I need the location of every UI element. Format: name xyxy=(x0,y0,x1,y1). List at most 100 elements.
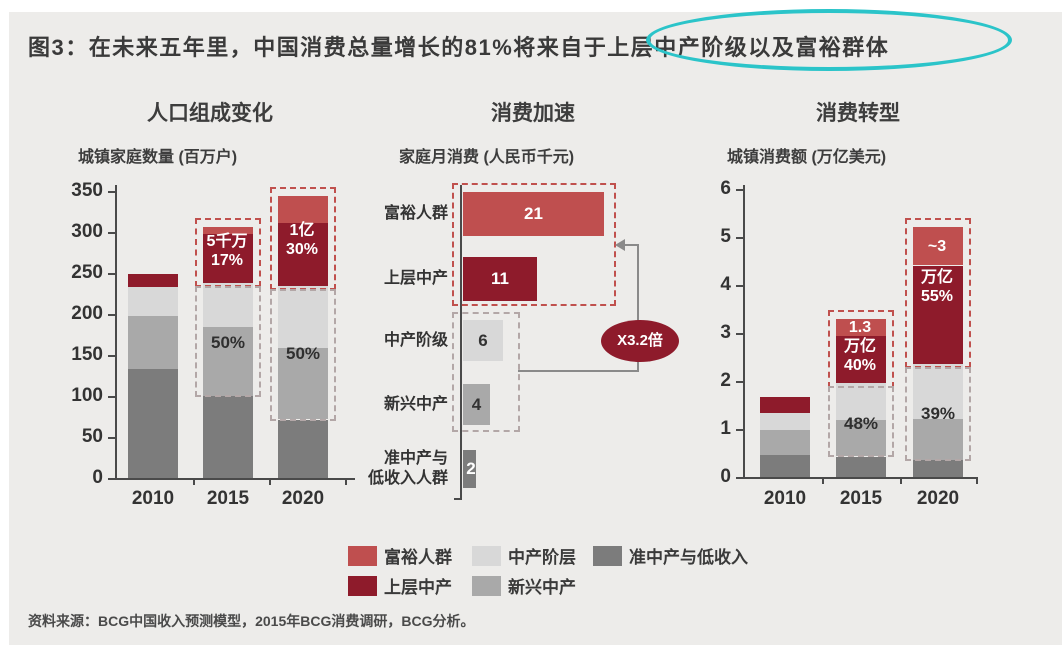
y-tick-mark xyxy=(736,285,743,287)
bar-segment-upper-middle xyxy=(913,266,963,364)
bar-value-label: 4 xyxy=(471,395,482,414)
y-tick-mark xyxy=(736,189,743,191)
bar-growth-label: 万亿 40% xyxy=(843,338,877,374)
highlight-box-middle xyxy=(905,367,971,461)
consumption-acceleration-title: 消费加速 xyxy=(491,102,575,125)
y-tick-mark xyxy=(108,355,115,357)
x-category-label: 2010 xyxy=(131,488,175,509)
bar-segment-aspirant-low xyxy=(913,460,963,477)
y-tick-label: 300 xyxy=(71,221,103,242)
legend-label: 上层中产 xyxy=(384,578,452,597)
bar-value-label: 21 xyxy=(524,204,543,223)
x-tick-mark xyxy=(193,478,195,485)
y-tick-mark xyxy=(736,429,743,431)
y-tick-label: 1 xyxy=(720,418,731,439)
x-category-label: 2015 xyxy=(206,488,250,509)
x-category-label: 2010 xyxy=(763,488,807,509)
y-tick-mark xyxy=(108,396,115,398)
y-tick-label: 4 xyxy=(720,274,731,295)
legend-item-emerging-middle: 新兴中产 xyxy=(472,573,576,598)
population-change-title: 人口组成变化 xyxy=(147,102,273,125)
x-tick-mark xyxy=(822,477,824,484)
y-tick-label: 2 xyxy=(720,370,731,391)
legend-swatch-upper-middle xyxy=(348,575,377,596)
y-tick-label: 6 xyxy=(720,178,731,199)
top-margin xyxy=(0,0,1062,12)
y-tick-mark xyxy=(736,333,743,335)
y-tick-mark xyxy=(108,191,115,193)
y-tick-label: 350 xyxy=(71,180,103,201)
bar-segment-emerging-middle xyxy=(913,419,963,460)
legend-swatch-affluent xyxy=(348,545,377,566)
connector-line xyxy=(518,370,639,372)
bar-share-label: 50% xyxy=(285,344,321,363)
category-label-emerging-middle: 新兴中产 xyxy=(383,396,448,413)
bar-segment-middle-class xyxy=(760,413,810,430)
bar-value-label: 2 xyxy=(466,459,476,478)
affluent-group-box xyxy=(452,183,616,306)
bar-growth-label: 1.3 xyxy=(848,319,872,336)
consumption-acceleration-axis-label: 家庭月消费 (人民币千元) xyxy=(399,149,575,166)
y-tick-label: 100 xyxy=(71,385,103,406)
multiplier-badge: X3.2倍 xyxy=(601,320,679,362)
legend-label: 富裕人群 xyxy=(384,548,452,567)
bar-segment-upper-middle xyxy=(278,223,328,286)
bar-aspirant-low xyxy=(463,450,476,488)
bar-share-label: 50% xyxy=(210,333,246,352)
legend-item-upper-middle: 上层中产 xyxy=(348,573,452,598)
category-label-aspirant-low: 准中产与 低收入人群 xyxy=(367,450,448,487)
bar-segment-middle-class xyxy=(913,364,963,419)
bar-middle-class xyxy=(463,320,503,361)
x-tick-mark xyxy=(269,478,271,485)
y-tick-mark xyxy=(108,232,115,234)
y-tick-mark xyxy=(736,477,743,479)
highlight-ellipse-annotation xyxy=(646,9,1012,71)
x-tick-mark xyxy=(976,477,978,484)
x-tick-mark xyxy=(900,477,902,484)
bar-segment-affluent xyxy=(836,319,886,336)
bar-segment-emerging-middle xyxy=(128,316,178,369)
legend-swatch-middle-class xyxy=(472,545,501,566)
bar-segment-affluent xyxy=(203,227,253,234)
x-tick-mark xyxy=(345,478,347,485)
bar-upper-middle xyxy=(463,257,537,301)
bar-segment-aspirant-low xyxy=(836,457,886,477)
y-tick-mark xyxy=(108,478,115,480)
legend-label: 准中产与低收入 xyxy=(629,548,748,567)
bar-segment-middle-class xyxy=(836,383,886,420)
bar-growth-label: 1亿 30% xyxy=(285,222,319,258)
bar-segment-emerging-middle xyxy=(278,348,328,419)
y-tick-label: 50 xyxy=(81,426,103,447)
consumption-transformation-axis-label: 城镇消费额 (万亿美元) xyxy=(727,149,887,166)
x-category-label: 2020 xyxy=(916,488,960,509)
legend-item-middle-class: 中产阶层 xyxy=(472,543,576,568)
y-tick-mark xyxy=(108,273,115,275)
bar-segment-upper-middle xyxy=(836,335,886,383)
category-label-affluent: 富裕人群 xyxy=(383,205,448,222)
y-tick-label: 150 xyxy=(71,344,103,365)
bar-segment-middle-class xyxy=(128,287,178,316)
bar-segment-aspirant-low xyxy=(278,420,328,478)
y-tick-mark xyxy=(108,314,115,316)
y-axis xyxy=(460,185,462,500)
arrowhead-icon xyxy=(615,239,625,251)
connector-line xyxy=(625,244,639,246)
y-tick-mark xyxy=(108,437,115,439)
consumption-transformation-title: 消费转型 xyxy=(816,102,900,125)
legend-swatch-aspirant-low xyxy=(593,545,622,566)
x-axis xyxy=(743,477,978,479)
source-note: 资料来源：BCG中国收入预测模型，2015年BCG消费调研，BCG分析。 xyxy=(28,613,475,629)
legend-item-aspirant-low: 准中产与低收入 xyxy=(593,543,748,568)
bar-segment-upper-middle xyxy=(128,274,178,287)
y-tick-label: 5 xyxy=(720,226,731,247)
middle-group-box xyxy=(452,312,520,432)
bar-segment-middle-class xyxy=(203,283,253,327)
bar-segment-aspirant-low xyxy=(128,369,178,478)
left-margin xyxy=(0,0,9,645)
y-tick-label: 0 xyxy=(720,466,731,487)
y-tick-label: 3 xyxy=(720,322,731,343)
highlight-box-middle xyxy=(195,286,261,397)
connector-line xyxy=(637,244,639,372)
bar-segment-affluent xyxy=(278,196,328,223)
